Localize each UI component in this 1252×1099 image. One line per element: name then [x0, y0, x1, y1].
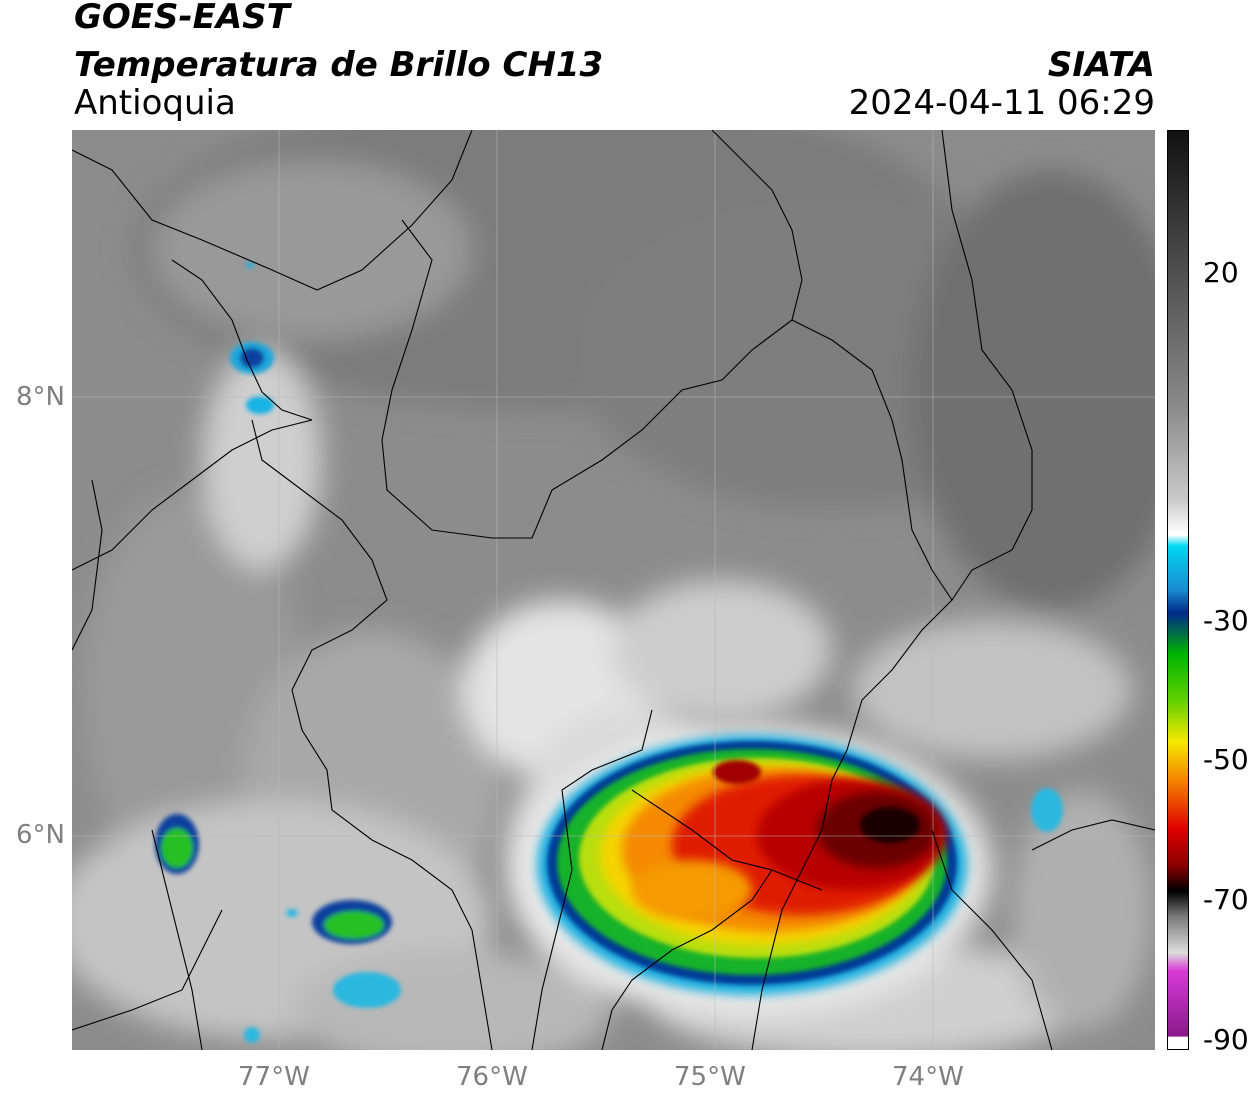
cordoba-border	[381, 130, 803, 539]
antioquia-west-border	[251, 419, 493, 1050]
lat-tick-label: 6°N	[16, 820, 65, 850]
bolivar-border	[791, 130, 1033, 601]
lon-tick-label: 74°W	[892, 1062, 964, 1092]
map-canvas	[72, 130, 1155, 1050]
lon-tick-label: 76°W	[456, 1062, 528, 1092]
coastline-uraba	[171, 259, 313, 421]
satellite-title: GOES-EAST	[74, 0, 290, 37]
source-label: SIATA	[1047, 45, 1155, 85]
cold-cloud-cells	[155, 262, 1063, 1043]
coastline-pacific	[151, 829, 203, 1050]
borders	[72, 130, 1155, 1050]
gridlines	[72, 130, 1155, 1050]
temperature-colorbar	[1167, 130, 1189, 1050]
lon-tick-label: 75°W	[674, 1062, 746, 1092]
convective-system	[512, 724, 992, 1016]
region-label: Antioquia	[74, 83, 236, 123]
colorbar-tick-label: 20	[1203, 256, 1239, 289]
satellite-map[interactable]	[72, 130, 1155, 1050]
product-title: Temperatura de Brillo CH13	[74, 45, 604, 85]
colorbar-tick-label: -30	[1203, 604, 1249, 637]
coastline-north	[72, 130, 473, 291]
colorbar-tick-label: -50	[1203, 743, 1249, 776]
datetime-label: 2024-04-11 06:29	[848, 83, 1155, 123]
antioquia-east-border	[751, 599, 953, 1050]
lat-tick-label: 8°N	[16, 382, 65, 412]
lon-tick-label: 77°W	[238, 1062, 310, 1092]
colorbar-tick-label: -70	[1203, 883, 1249, 916]
colorbar-tick-label: -90	[1203, 1023, 1249, 1056]
